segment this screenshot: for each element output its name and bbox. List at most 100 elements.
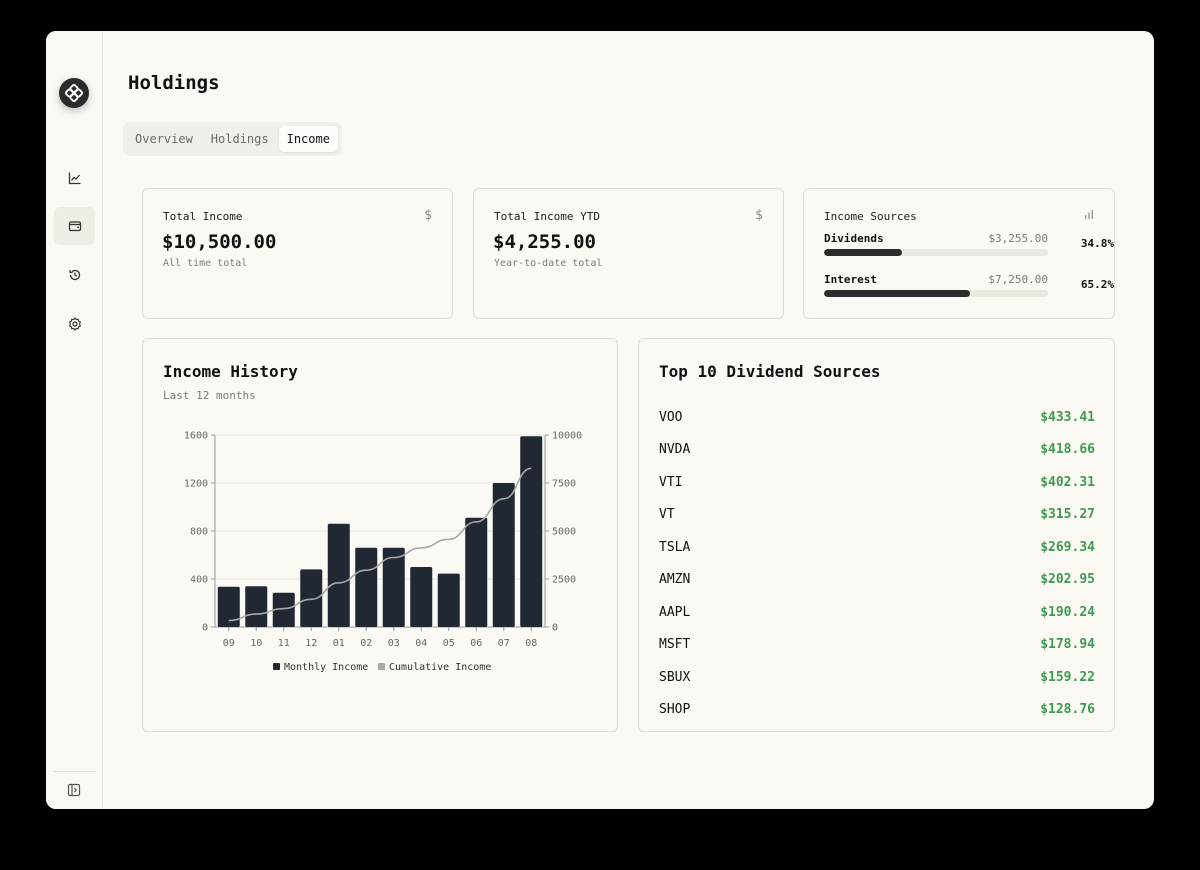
- bar-09: [217, 586, 240, 627]
- x-tick-label: 03: [388, 638, 400, 649]
- section-title: Top 10 Dividend Sources: [659, 362, 881, 381]
- bar-05: [437, 573, 460, 627]
- top-dividends-card: Top 10 Dividend Sources VOO $433.41 NVDA $4…: [638, 338, 1115, 732]
- list-item: VOO $433.41: [659, 401, 1095, 434]
- list-item: VTI $402.31: [659, 466, 1095, 499]
- dividend-symbol: NVDA: [659, 442, 691, 458]
- tab-overview[interactable]: Overview: [135, 132, 193, 146]
- list-item: TSLA $269.34: [659, 531, 1095, 564]
- x-tick-label: 07: [498, 638, 510, 649]
- cumulative-income-line: [228, 467, 532, 622]
- bar-04: [410, 567, 433, 627]
- sidebar-item-performance[interactable]: [54, 159, 95, 197]
- x-tick-label: 04: [415, 638, 427, 649]
- x-tick-label: 06: [470, 638, 482, 649]
- source-name: Dividends: [824, 232, 884, 245]
- x-tick-label: 08: [525, 638, 537, 649]
- sidebar-item-settings[interactable]: [54, 305, 95, 343]
- dividend-amount: $315.27: [1040, 507, 1095, 523]
- dividend-amount: $190.24: [1040, 604, 1095, 620]
- income-sources-card: Income Sources Dividends $3,255.00 34.8%…: [803, 188, 1115, 319]
- section-title: Income History: [163, 362, 298, 381]
- source-percent: 34.8%: [1080, 237, 1114, 250]
- dividend-amount: $433.41: [1040, 409, 1095, 425]
- tab-holdings[interactable]: Holdings: [210, 132, 269, 146]
- dividend-symbol: VTI: [659, 474, 683, 490]
- y-right-tick-label: 10000: [552, 431, 582, 442]
- y-left-tick-label: 400: [190, 575, 208, 586]
- legend-label-cumulative: Cumulative Income: [389, 662, 491, 673]
- x-tick-label: 02: [360, 638, 372, 649]
- list-item: AAPL $190.24: [659, 596, 1095, 629]
- y-right-tick-label: 2500: [552, 575, 576, 586]
- y-right-tick-label: 5000: [552, 527, 576, 538]
- card-subtitle: All time total: [163, 258, 248, 269]
- dividend-symbol: AAPL: [659, 604, 691, 620]
- y-right-tick-label: 7500: [552, 479, 576, 490]
- x-tick-label: 12: [305, 638, 317, 649]
- x-tick-label: 05: [443, 638, 455, 649]
- sidebar-item-history[interactable]: [54, 256, 95, 294]
- dividend-amount: $128.76: [1040, 702, 1095, 718]
- source-amount: $7,250.00: [988, 273, 1048, 286]
- bar-01: [327, 523, 350, 627]
- bar-10: [245, 586, 268, 627]
- progress-bar: [824, 249, 1048, 256]
- y-left-tick-label: 1600: [184, 431, 208, 442]
- page-title: Holdings: [128, 72, 220, 94]
- source-percent: 65.2%: [1080, 278, 1114, 291]
- dividend-symbol: VOO: [659, 409, 683, 425]
- dividend-symbol: MSFT: [659, 637, 691, 653]
- x-tick-label: 09: [223, 638, 235, 649]
- list-item: SHOP $128.76: [659, 694, 1095, 727]
- bar-07: [492, 483, 515, 627]
- list-item: MSFT $178.94: [659, 629, 1095, 662]
- list-item: SBUX $159.22: [659, 661, 1095, 694]
- income-history-chart: 0 400 800 1200 1600 0 2500 5000 7500 10000 09 10 11 1…: [184, 431, 582, 674]
- x-tick-label: 10: [250, 638, 262, 649]
- list-item: NVDA $418.66: [659, 434, 1095, 467]
- progress-bar: [824, 290, 1048, 297]
- sidebar: [46, 31, 103, 809]
- dividend-amount: $178.94: [1040, 637, 1095, 653]
- sidebar-item-holdings[interactable]: [54, 207, 95, 245]
- bar-03: [382, 547, 405, 627]
- y-left-tick-label: 1200: [184, 479, 208, 490]
- source-amount: $3,255.00: [988, 232, 1048, 245]
- logo-icon: [65, 84, 83, 102]
- card-subtitle: Year-to-date total: [494, 258, 603, 269]
- legend-swatch-monthly: [273, 663, 280, 670]
- tab-income[interactable]: Income: [278, 126, 338, 152]
- sidebar-divider: [54, 771, 96, 772]
- wallet-icon: [68, 221, 81, 232]
- total-income-ytd-value: $4,255.00: [493, 231, 596, 253]
- list-item: AMZN $202.95: [659, 564, 1095, 597]
- list-item: VT $315.27: [659, 499, 1095, 532]
- income-history-card: Income History Last 12 months 0 400 800 120…: [142, 338, 618, 732]
- legend-swatch-cumulative: [378, 663, 385, 670]
- dividend-symbol: VT: [659, 507, 675, 523]
- dividend-amount: $402.31: [1040, 474, 1095, 490]
- bar-11: [272, 592, 295, 627]
- total-income-card: Total Income $ $10,500.00 All time total: [142, 188, 453, 319]
- app-logo[interactable]: [59, 78, 89, 108]
- dividend-amount: $202.95: [1040, 572, 1095, 588]
- card-label: Income Sources: [824, 210, 917, 223]
- dollar-icon: $: [755, 208, 763, 223]
- source-name: Interest: [824, 273, 877, 286]
- dividend-symbol: SHOP: [659, 702, 691, 718]
- card-label: Total Income: [163, 210, 243, 223]
- bar-08: [520, 436, 543, 627]
- section-subtitle: Last 12 months: [163, 389, 256, 402]
- sidebar-toggle-button[interactable]: [64, 780, 84, 800]
- total-income-ytd-card: Total Income YTD $ $4,255.00 Year-to-dat…: [473, 188, 784, 319]
- dividend-symbol: SBUX: [659, 669, 691, 685]
- total-income-value: $10,500.00: [162, 231, 277, 253]
- line-chart-icon: [68, 172, 80, 185]
- y-left-tick-label: 0: [202, 623, 208, 634]
- dividend-list: VOO $433.41 NVDA $418.66 VTI $402.31 VT $315.27…: [659, 401, 1095, 726]
- dividend-symbol: AMZN: [659, 572, 691, 588]
- dollar-icon: $: [424, 208, 432, 223]
- progress-fill: [824, 249, 902, 256]
- x-tick-label: 01: [333, 638, 345, 649]
